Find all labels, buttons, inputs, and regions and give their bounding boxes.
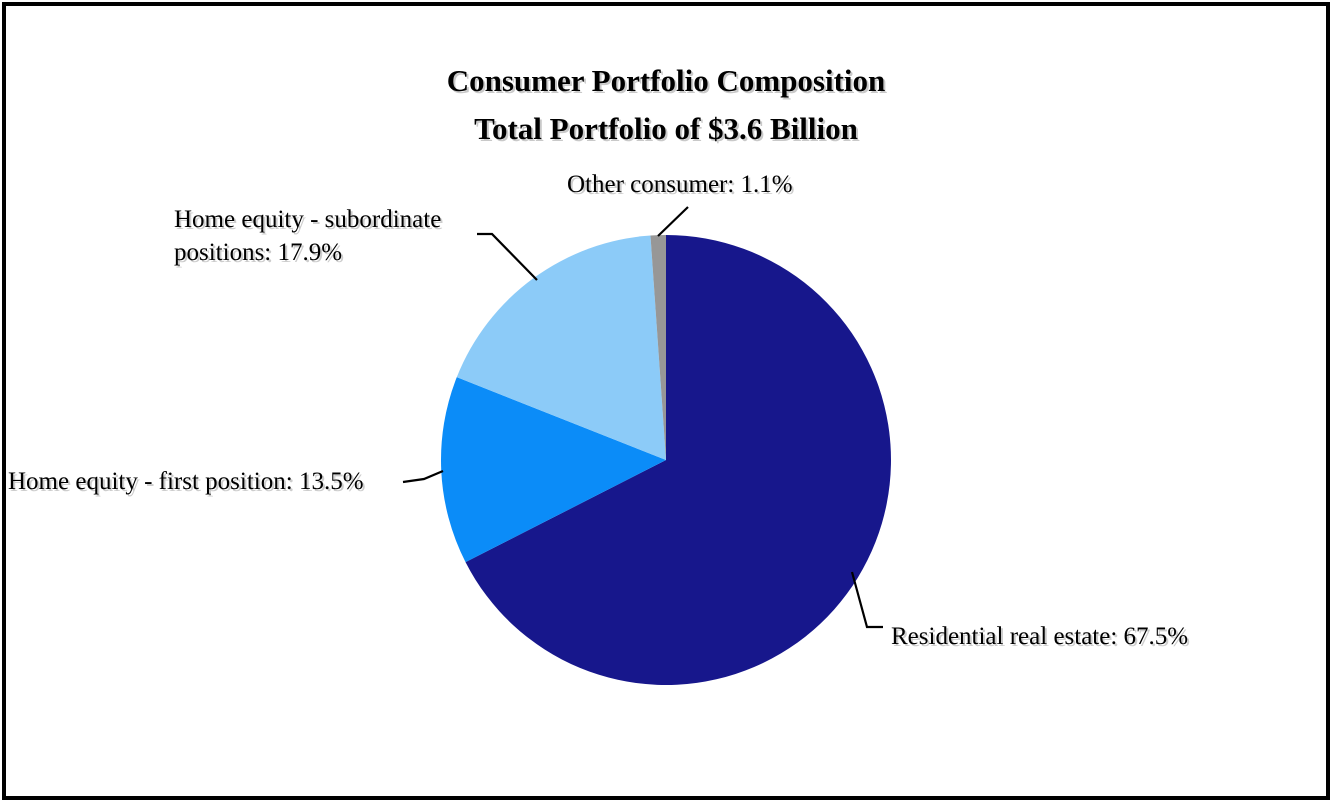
chart-title: Consumer Portfolio Composition Total Por… — [0, 57, 1332, 153]
leader-line-home-equity-subordinate-positions — [477, 232, 538, 281]
slice-label-other-consumer: Other consumer: 1.1% — [567, 171, 793, 198]
slice-label-home-equity-first-position: Home equity - first position: 13.5% — [8, 468, 364, 495]
slice-label-residential-real-estate: Residential real estate: 67.5% — [891, 623, 1189, 650]
pie-slice-home-equity-subordinate-positions — [456, 235, 666, 460]
slice-label-home-equity-subordinate: Home equity - subordinate positions: 17.… — [174, 206, 442, 266]
pie-slice-residential-real-estate — [465, 235, 891, 685]
pie-slice-other-consumer — [650, 235, 666, 460]
leader-line-other-consumer — [657, 206, 689, 237]
chart-title-line-1: Consumer Portfolio Composition — [446, 63, 886, 98]
leader-line-residential-real-estate — [850, 571, 883, 629]
chart-title-line-2: Total Portfolio of $3.6 Billion — [474, 111, 858, 146]
leader-line-home-equity-first-position — [402, 469, 444, 484]
pie-slice-home-equity-first-position — [440, 377, 666, 563]
